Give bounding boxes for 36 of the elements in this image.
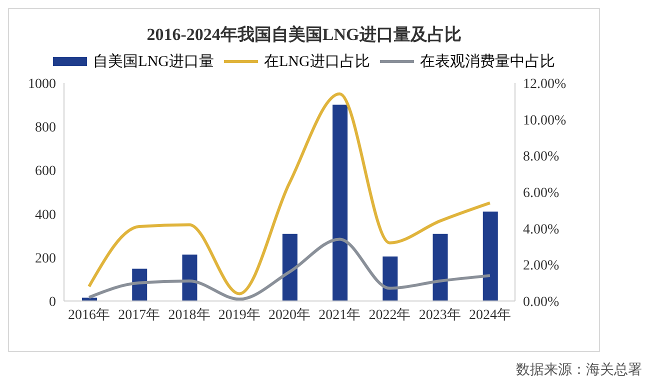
x-tick-label: 2021年 bbox=[318, 306, 361, 323]
x-tick-label: 2016年 bbox=[68, 306, 110, 323]
y2-tick-label: 6.00% bbox=[523, 186, 560, 201]
y2-tick-label: 8.00% bbox=[523, 150, 560, 165]
y2-tick-label: 2.00% bbox=[523, 258, 560, 274]
y-tick-label: 0 bbox=[49, 294, 56, 310]
line-series bbox=[88, 92, 492, 296]
legend-label: 在LNG进口占比 bbox=[263, 52, 370, 71]
y2-tick-label: 10.00% bbox=[523, 113, 566, 128]
bar bbox=[432, 234, 448, 301]
line-series bbox=[88, 238, 492, 301]
x-tick-label: 2023年 bbox=[418, 306, 461, 323]
x-tick-label: 2024年 bbox=[468, 306, 511, 323]
x-tick-label: 2020年 bbox=[268, 306, 310, 323]
y-tick-label: 200 bbox=[35, 251, 56, 266]
x-tick-label: 2022年 bbox=[368, 306, 411, 323]
bar bbox=[182, 254, 198, 301]
legend-label: 在表观消费量中占比 bbox=[418, 52, 555, 71]
y2-tick-label: 12.00% bbox=[523, 76, 566, 92]
y-tick-label: 1000 bbox=[28, 76, 56, 92]
x-tick-label: 2019年 bbox=[218, 306, 260, 323]
x-tick-label: 2017年 bbox=[118, 306, 160, 323]
legend-label: 自美国LNG进口量 bbox=[92, 52, 214, 71]
x-tick-label: 2018年 bbox=[168, 306, 210, 323]
bar bbox=[382, 256, 398, 301]
source-note: 数据来源：海关总署 bbox=[516, 361, 642, 379]
bar bbox=[282, 234, 298, 301]
y2-tick-label: 4.00% bbox=[523, 222, 560, 238]
y-tick-label: 800 bbox=[35, 120, 56, 136]
bar bbox=[482, 212, 498, 301]
bar bbox=[332, 104, 348, 301]
y-tick-label: 400 bbox=[35, 208, 56, 223]
y2-tick-label: 0.00% bbox=[523, 294, 560, 310]
y-tick-label: 600 bbox=[35, 164, 56, 180]
chart-title: 2016-2024年我国自美国LNG进口量及占比 bbox=[146, 24, 462, 46]
bar bbox=[132, 268, 148, 301]
